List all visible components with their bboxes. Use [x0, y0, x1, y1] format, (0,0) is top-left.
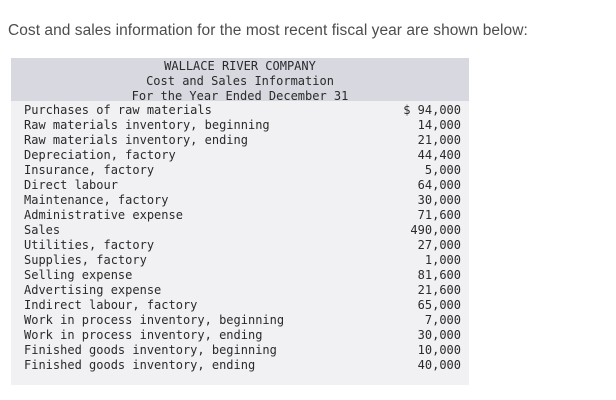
row-label: Depreciation, factory	[24, 148, 176, 162]
row-amount: 10,000	[417, 343, 461, 357]
table-row: Insurance, factory 5,000	[11, 163, 469, 178]
table-row: Purchases of raw materials $ 94,000	[11, 103, 469, 118]
row-amount: 21,000	[417, 133, 461, 147]
row-label: Purchases of raw materials	[24, 103, 212, 117]
row-amount: 27,000	[417, 238, 461, 252]
table-row: Direct labour 64,000	[11, 178, 469, 193]
row-amount: $ 94,000	[403, 103, 461, 117]
table-row: Advertising expense 21,600	[11, 283, 469, 298]
row-amount: 44,400	[417, 148, 461, 162]
row-label: Direct labour	[24, 178, 118, 192]
row-label: Selling expense	[24, 268, 133, 282]
table-row: Raw materials inventory, ending 21,000	[11, 133, 469, 148]
table-row: Finished goods inventory, ending 40,000	[11, 358, 469, 373]
statement-period: For the Year Ended December 31	[131, 89, 349, 103]
table-row: Utilities, factory 27,000	[11, 238, 469, 253]
table-row: Maintenance, factory 30,000	[11, 193, 469, 208]
row-label: Maintenance, factory	[24, 193, 169, 207]
row-label: Insurance, factory	[24, 163, 155, 177]
row-amount: 5,000	[424, 163, 461, 177]
row-amount: 490,000	[410, 223, 461, 237]
intro-text: Cost and sales information for the most …	[8, 22, 528, 39]
table-row: Indirect labour, factory 65,000	[11, 298, 469, 313]
row-amount: 7,000	[424, 313, 461, 327]
row-label: Administrative expense	[24, 208, 183, 222]
row-label: Advertising expense	[24, 283, 162, 297]
table-row: Supplies, factory 1,000	[11, 253, 469, 268]
row-label: Raw materials inventory, ending	[24, 133, 248, 147]
row-label: Supplies, factory	[24, 253, 147, 267]
row-amount: 64,000	[417, 178, 461, 192]
row-amount: 1,000	[424, 253, 461, 267]
table-row: Work in process inventory, ending 30,000	[11, 328, 469, 343]
row-label: Finished goods inventory, beginning	[24, 343, 277, 357]
row-amount: 30,000	[417, 328, 461, 342]
row-amount: 30,000	[417, 193, 461, 207]
row-amount: 14,000	[417, 118, 461, 132]
row-label: Finished goods inventory, ending	[24, 358, 256, 372]
row-label: Utilities, factory	[24, 238, 155, 252]
row-label: Sales	[24, 223, 61, 237]
table-row: Selling expense 81,600	[11, 268, 469, 283]
row-label: Work in process inventory, beginning	[24, 313, 285, 327]
row-amount: 21,600	[417, 283, 461, 297]
row-amount: 81,600	[417, 268, 461, 282]
row-amount: 71,600	[417, 208, 461, 222]
company-name: WALLACE RIVER COMPANY	[164, 59, 316, 73]
statement-subtitle: Cost and Sales Information	[146, 74, 334, 88]
cost-sales-table: WALLACE RIVER COMPANY Cost and Sales Inf…	[11, 58, 469, 385]
row-amount: 40,000	[417, 358, 461, 372]
row-label: Work in process inventory, ending	[24, 328, 263, 342]
table-row: Raw materials inventory, beginning 14,00…	[11, 118, 469, 133]
row-label: Raw materials inventory, beginning	[24, 118, 270, 132]
row-amount: 65,000	[417, 298, 461, 312]
table-row: Finished goods inventory, beginning 10,0…	[11, 343, 469, 358]
table-row: Work in process inventory, beginning 7,0…	[11, 313, 469, 328]
table-row: Depreciation, factory 44,400	[11, 148, 469, 163]
table-body: Purchases of raw materials $ 94,000 Raw …	[11, 103, 469, 373]
table-row: Administrative expense 71,600	[11, 208, 469, 223]
table-row: Sales 490,000	[11, 223, 469, 238]
table-header: WALLACE RIVER COMPANY Cost and Sales Inf…	[11, 58, 469, 103]
row-label: Indirect labour, factory	[24, 298, 198, 312]
